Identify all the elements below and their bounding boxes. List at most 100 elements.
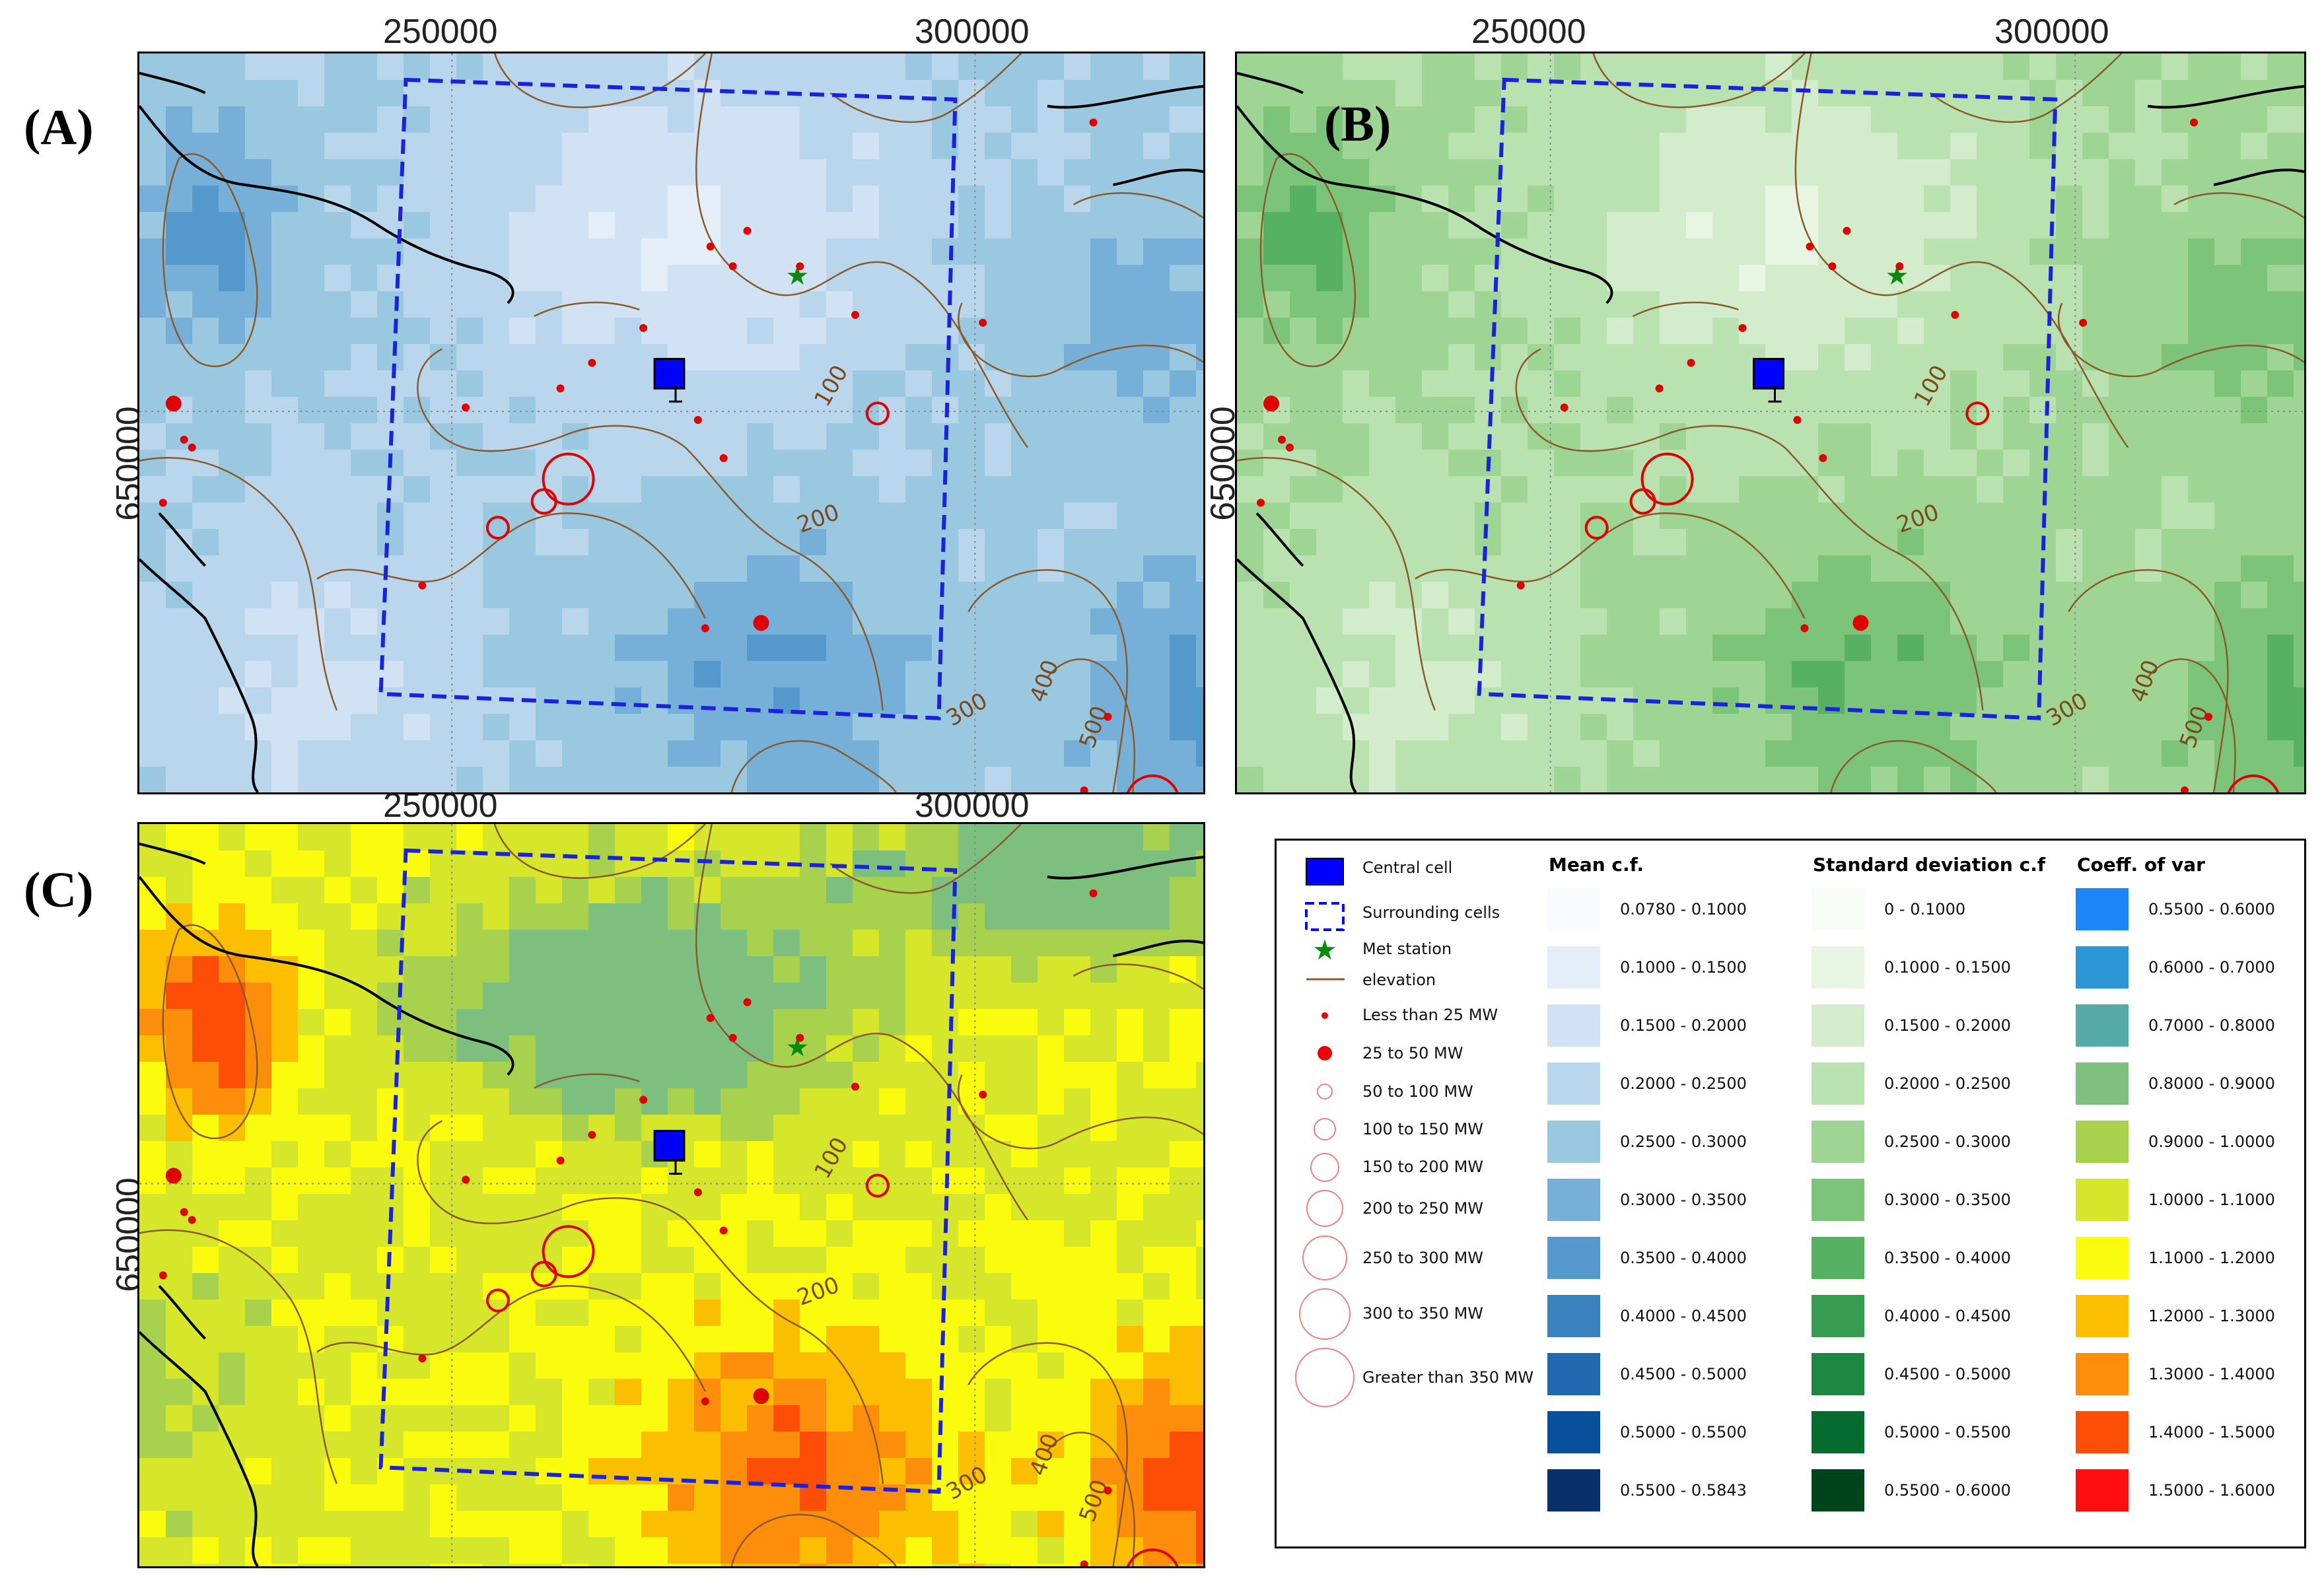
wind-farm-marker	[639, 324, 648, 332]
legend-std-swatch	[1812, 1469, 1864, 1511]
wind-farm-marker	[2204, 712, 2213, 721]
wind-farm-marker	[485, 516, 510, 540]
wind-farm-marker	[1895, 262, 1904, 271]
legend-mean-label: 0.3500 - 0.4000	[1620, 1249, 1747, 1267]
wind-farm-marker	[462, 403, 470, 412]
size-circle-100-150	[1314, 1118, 1336, 1140]
legend-std-label: 0.2000 - 0.2500	[1884, 1074, 2011, 1093]
wind-farm-marker	[1277, 435, 1286, 444]
legend-cov-swatch	[2076, 1295, 2129, 1337]
legend-symbol-label: Greater than 350 MW	[1362, 1368, 1534, 1387]
wind-farm-marker	[1127, 774, 1179, 792]
legend-std-label: 0.4000 - 0.4500	[1884, 1307, 2011, 1325]
legend-std-label: 0.3500 - 0.4000	[1884, 1249, 2011, 1267]
wind-farm-marker	[1806, 242, 1814, 251]
wind-farm-marker	[1104, 1486, 1112, 1495]
legend-mean-label: 0.0780 - 0.1000	[1620, 900, 1747, 919]
wind-farm-marker	[753, 615, 769, 631]
legend-mean-label: 0.1500 - 0.2000	[1620, 1016, 1747, 1035]
wind-farm-marker	[1738, 324, 1747, 332]
wind-farm-marker	[1089, 118, 1098, 127]
legend-symbol-label: Met station	[1362, 940, 1452, 958]
surrounding-cells-box	[1477, 77, 2058, 720]
legend-std-swatch	[1812, 1062, 1864, 1105]
wind-farm-marker	[719, 1226, 728, 1235]
legend-mean-label: 0.1000 - 0.1500	[1620, 958, 1747, 977]
panel-label-b: (B)	[1324, 96, 1391, 152]
size-circle-250-300	[1302, 1235, 1347, 1280]
size-circle-50-100	[1317, 1084, 1333, 1099]
legend-cov-swatch	[2076, 1121, 2129, 1163]
wind-farm-marker	[865, 1173, 890, 1198]
map-std-cf[interactable]: 100 200 300 400 500 ★	[1235, 52, 2306, 794]
legend-mean-swatch	[1547, 1295, 1600, 1337]
wind-farm-marker	[485, 1288, 510, 1313]
wind-farm-marker	[2079, 318, 2088, 327]
wind-farm-marker	[2190, 118, 2199, 127]
legend-std-swatch	[1812, 888, 1864, 930]
wind-farm-marker	[462, 1175, 470, 1184]
size-circle-300-350	[1299, 1288, 1351, 1340]
legend-cov-swatch	[2076, 946, 2129, 989]
wind-farm-marker	[979, 1090, 987, 1099]
legend-std-swatch	[1812, 946, 1864, 989]
wind-farm-marker	[1793, 416, 1802, 425]
wind-farm-marker	[1256, 499, 1265, 507]
wind-farm-marker	[2181, 786, 2189, 792]
legend-mean-swatch	[1547, 946, 1600, 989]
wind-farm-marker	[865, 401, 890, 426]
wind-farm-marker	[542, 1225, 595, 1278]
map-mean-cf[interactable]: 100 200 300 400 500 ★	[137, 52, 1205, 794]
legend-cov-swatch	[2076, 888, 2129, 930]
wind-farm-marker	[165, 396, 182, 412]
legend-std-label: 0.1000 - 0.1500	[1884, 958, 2011, 977]
legend-cov-label: 1.5000 - 1.6000	[2148, 1481, 2275, 1500]
wind-farm-marker	[728, 1033, 737, 1042]
legend-std-title: Standard deviation c.f	[1813, 854, 2046, 876]
legend-symbol-label: 250 to 300 MW	[1362, 1249, 1484, 1267]
panel-label-a: (A)	[24, 100, 94, 155]
wind-farm-marker	[743, 998, 752, 1006]
wind-farm-marker	[188, 443, 196, 452]
wind-farm-marker	[1800, 624, 1809, 633]
map-coeff-var[interactable]: 100 200 300 400 500 ★	[137, 822, 1205, 1568]
central-cell-swatch	[1306, 858, 1344, 885]
legend-symbol-label: 25 to 50 MW	[1362, 1044, 1463, 1062]
legend-std-label: 0 - 0.1000	[1884, 900, 1966, 919]
legend-symbol-label: 150 to 200 MW	[1362, 1158, 1484, 1176]
legend-mean-label: 0.4500 - 0.5000	[1620, 1365, 1747, 1383]
wind-farm-marker	[1127, 1548, 1179, 1566]
legend-std-label: 0.4500 - 0.5000	[1884, 1365, 2011, 1383]
x-tick-a-2: 300000	[915, 13, 1030, 51]
legend-std-swatch	[1812, 1004, 1864, 1047]
legend-mean-label: 0.2500 - 0.3000	[1620, 1132, 1747, 1151]
wind-farm-marker	[719, 454, 728, 462]
wind-farm-marker	[701, 1397, 709, 1406]
legend-symbol-label: 100 to 150 MW	[1362, 1120, 1484, 1138]
legend-mean-swatch	[1547, 888, 1600, 930]
legend-symbol-label: 50 to 100 MW	[1362, 1082, 1473, 1101]
legend-cov-label: 0.7000 - 0.8000	[2148, 1016, 2275, 1035]
wind-farm-marker	[1516, 581, 1525, 590]
legend-mean-swatch	[1547, 1121, 1600, 1163]
legend-std-swatch	[1812, 1353, 1864, 1395]
wind-farm-marker	[556, 1156, 565, 1165]
wind-farm-marker	[1828, 262, 1837, 271]
wind-farm-marker	[556, 384, 565, 393]
wind-farm-marker	[639, 1095, 648, 1104]
wind-farm-marker	[1965, 401, 1990, 426]
legend-mean-label: 0.4000 - 0.4500	[1620, 1307, 1747, 1325]
legend-mean-swatch	[1547, 1411, 1600, 1453]
surrounding-cells-box	[378, 77, 958, 720]
legend-cov-swatch	[2076, 1179, 2129, 1221]
legend-symbol-label: 300 to 350 MW	[1362, 1304, 1484, 1323]
wind-farm-marker	[851, 1082, 859, 1091]
wind-farm-marker	[1951, 310, 1959, 319]
legend-symbol-label: Surrounding cells	[1362, 903, 1500, 922]
wind-farm-marker	[1089, 889, 1098, 897]
wind-farm-marker	[706, 1014, 715, 1022]
surrounding-cells-swatch	[1305, 902, 1345, 931]
legend-std-swatch	[1812, 1237, 1864, 1279]
wind-farm-marker	[851, 310, 859, 319]
